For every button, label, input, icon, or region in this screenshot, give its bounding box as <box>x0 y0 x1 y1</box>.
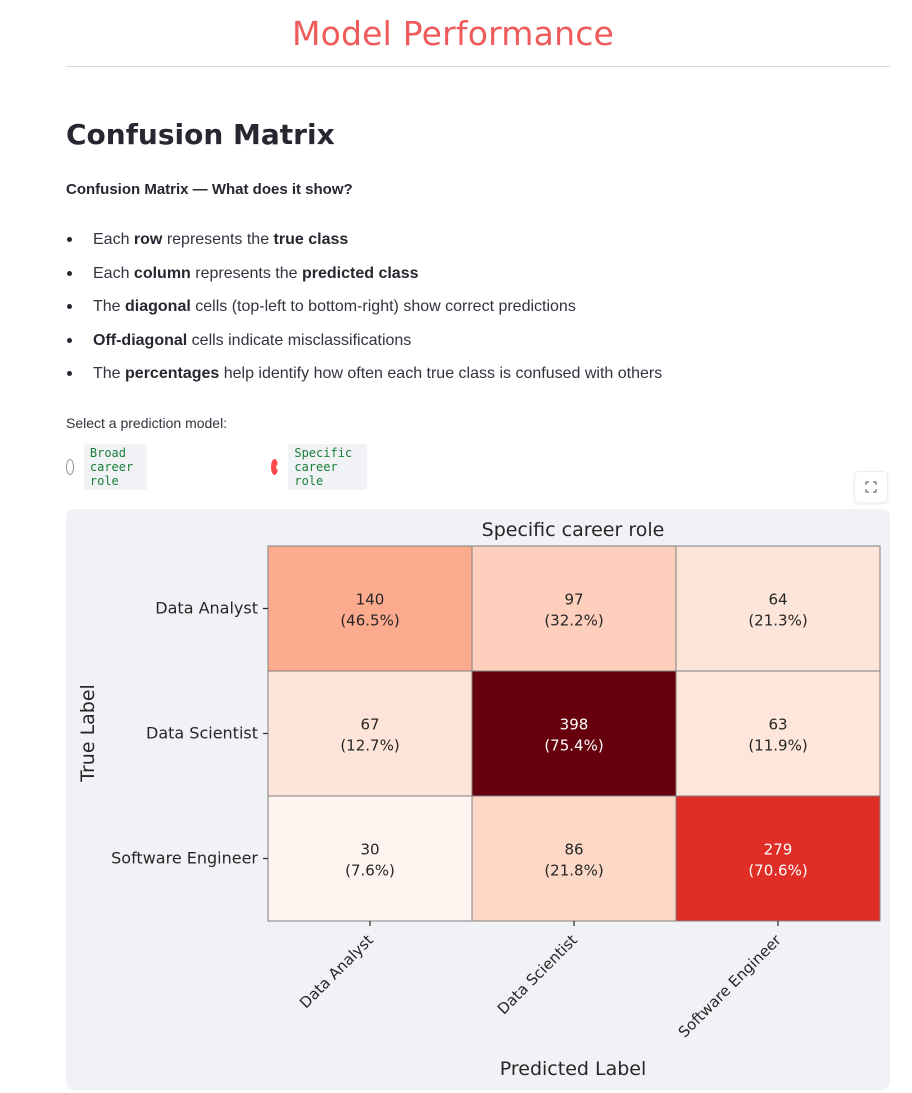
heatmap-cell <box>471 795 677 922</box>
explanation-list: Each row represents the true class Each c… <box>66 228 662 396</box>
y-tick-label: Software Engineer <box>111 849 258 868</box>
cell-count-label: 398 <box>560 716 589 734</box>
cell-count-label: 64 <box>768 591 787 609</box>
cell-count-label: 30 <box>360 841 379 859</box>
section-heading: Confusion Matrix <box>66 118 335 151</box>
cell-count-label: 140 <box>356 591 385 609</box>
radio-option-label[interactable]: Broad career role <box>83 444 148 490</box>
page-title: Model Performance <box>291 14 615 53</box>
cell-percent-label: (70.6%) <box>748 862 807 880</box>
bullet-emphasis: row <box>133 231 163 248</box>
explanation-bullet: The diagonal cells (top-left to bottom-r… <box>66 295 662 329</box>
cell-percent-label: (75.4%) <box>544 737 603 755</box>
cell-percent-label: (12.7%) <box>340 737 399 755</box>
bullet-emphasis: predicted class <box>301 264 419 282</box>
bullet-text: Each <box>93 231 134 248</box>
bullet-text: Each <box>93 264 134 282</box>
radio-option-broad[interactable]: Broad career role <box>66 444 148 490</box>
heatmap-cell <box>471 545 677 672</box>
fullscreen-button[interactable] <box>854 471 888 503</box>
explanation-bullet: Off-diagonal cells indicate misclassific… <box>66 329 662 363</box>
explanation-bullet: Each row represents the true class <box>66 228 662 262</box>
x-tick-label: Data Analyst <box>296 931 377 1012</box>
cell-percent-label: (32.2%) <box>544 612 603 630</box>
cell-count-label: 63 <box>768 716 787 734</box>
explanation-bullet: Each column represents the predicted cla… <box>66 262 662 296</box>
bullet-text: The <box>93 365 126 382</box>
radio-unchecked-icon[interactable] <box>66 459 74 475</box>
confusion-matrix-chart: Specific career role 140 (46.5%) 97 (32.2%)… <box>66 509 890 1090</box>
explanation-bullet: The percentages help identify how often … <box>66 362 662 396</box>
cell-percent-label: (11.9%) <box>748 737 807 755</box>
y-tick-label: Data Analyst <box>155 599 258 618</box>
x-axis-label: Predicted Label <box>500 1058 647 1080</box>
bullet-emphasis: diagonal <box>125 298 191 315</box>
heatmap-cell <box>267 670 473 797</box>
cell-percent-label: (21.8%) <box>544 862 603 880</box>
heatmap-cell <box>471 670 677 797</box>
cell-percent-label: (7.6%) <box>345 862 395 880</box>
cell-percent-label: (46.5%) <box>340 612 399 630</box>
chart-title: Specific career role <box>482 519 665 541</box>
y-axis-label: True Label <box>77 684 99 783</box>
bullet-text: help identify how often each true class … <box>219 365 663 382</box>
heatmap-cell <box>675 795 881 922</box>
cell-percent-label: (21.3%) <box>748 612 807 630</box>
cell-count-label: 279 <box>764 841 793 859</box>
cell-count-label: 97 <box>564 591 583 609</box>
section-subheading: Confusion Matrix — What does it show? <box>66 181 353 198</box>
model-select-label: Select a prediction model: <box>66 415 228 431</box>
x-tick-label: Data Scientist <box>494 931 581 1018</box>
fullscreen-expand-icon <box>865 481 877 493</box>
bullet-text: represents the <box>190 264 302 282</box>
bullet-emphasis: column <box>133 264 191 282</box>
header-divider <box>66 66 890 67</box>
heatmap-cell <box>675 545 881 672</box>
confusion-matrix-svg: Specific career role 140 (46.5%) 97 (32.2%)… <box>77 519 881 1080</box>
heatmap-cell <box>675 670 881 797</box>
bullet-emphasis: true class <box>273 231 349 248</box>
bullet-text: represents the <box>162 231 274 248</box>
bullet-text: cells indicate misclassifications <box>187 331 412 349</box>
bullet-text: cells (top-left to bottom-right) show co… <box>190 298 576 315</box>
y-tick-label: Data Scientist <box>146 724 258 743</box>
heatmap-cell <box>267 545 473 672</box>
heatmap-cell <box>267 795 473 922</box>
cell-count-label: 86 <box>564 841 583 859</box>
bullet-emphasis: Off-diagonal <box>93 331 188 349</box>
bullet-text: The <box>93 298 126 315</box>
radio-option-label[interactable]: Specific career role <box>288 444 367 490</box>
radio-checked-icon[interactable] <box>271 459 283 475</box>
x-tick-label: Software Engineer <box>675 931 786 1042</box>
cell-count-label: 67 <box>360 716 379 734</box>
radio-option-specific[interactable]: Specific career role <box>271 444 367 490</box>
bullet-emphasis: percentages <box>125 365 220 382</box>
